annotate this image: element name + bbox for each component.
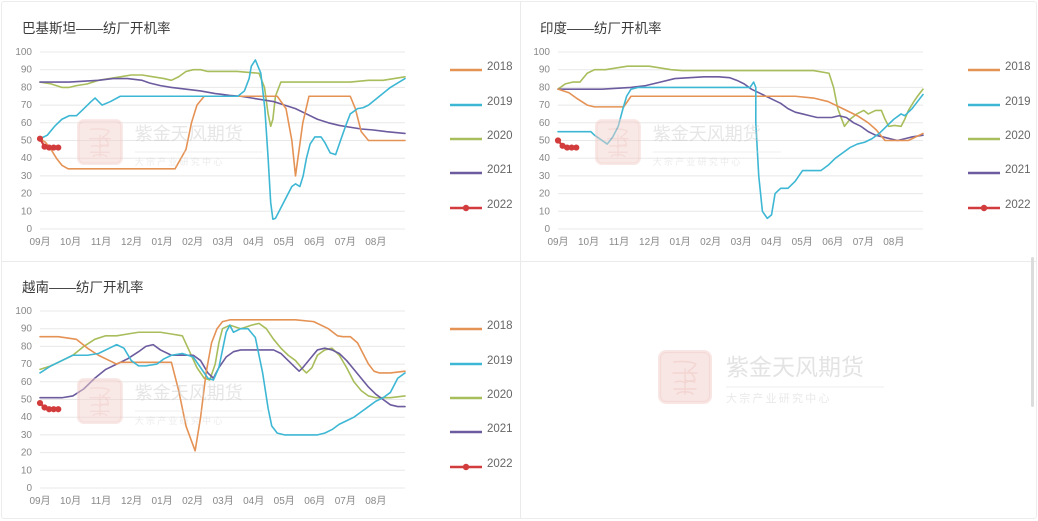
svg-text:07月: 07月 bbox=[335, 236, 356, 248]
svg-text:紫金天风期货: 紫金天风期货 bbox=[135, 383, 243, 403]
svg-text:06月: 06月 bbox=[304, 236, 325, 248]
svg-text:20: 20 bbox=[539, 189, 551, 200]
svg-text:90: 90 bbox=[21, 324, 33, 335]
svg-text:08月: 08月 bbox=[365, 236, 386, 248]
svg-text:06月: 06月 bbox=[822, 236, 843, 248]
svg-text:05月: 05月 bbox=[274, 495, 295, 507]
svg-text:11月: 11月 bbox=[91, 236, 111, 248]
svg-text:03月: 03月 bbox=[731, 236, 752, 248]
svg-text:30: 30 bbox=[539, 171, 551, 182]
svg-text:0: 0 bbox=[26, 483, 32, 494]
svg-text:紫金天风期货: 紫金天风期货 bbox=[653, 124, 761, 144]
svg-text:12月: 12月 bbox=[121, 495, 142, 507]
svg-text:08月: 08月 bbox=[883, 236, 904, 248]
svg-text:11月: 11月 bbox=[91, 495, 111, 507]
svg-text:0: 0 bbox=[544, 224, 550, 235]
svg-text:大宗产业研究中心: 大宗产业研究中心 bbox=[653, 156, 743, 167]
svg-text:01月: 01月 bbox=[670, 236, 691, 248]
svg-text:70: 70 bbox=[21, 100, 33, 111]
svg-text:60: 60 bbox=[539, 118, 551, 129]
svg-text:07月: 07月 bbox=[853, 236, 874, 248]
svg-text:100: 100 bbox=[15, 306, 32, 317]
svg-text:30: 30 bbox=[21, 430, 33, 441]
svg-text:11月: 11月 bbox=[609, 236, 629, 248]
svg-text:紫金天风期货: 紫金天风期货 bbox=[726, 354, 864, 380]
svg-text:02月: 02月 bbox=[182, 236, 203, 248]
svg-text:80: 80 bbox=[21, 341, 33, 352]
svg-text:40: 40 bbox=[21, 412, 33, 423]
svg-text:10月: 10月 bbox=[60, 236, 81, 248]
svg-text:大宗产业研究中心: 大宗产业研究中心 bbox=[135, 415, 225, 426]
svg-text:10: 10 bbox=[21, 206, 33, 217]
svg-text:80: 80 bbox=[539, 82, 551, 93]
svg-text:09月: 09月 bbox=[29, 495, 50, 507]
svg-text:02月: 02月 bbox=[182, 495, 203, 507]
svg-text:02月: 02月 bbox=[700, 236, 721, 248]
svg-text:03月: 03月 bbox=[213, 495, 234, 507]
svg-text:60: 60 bbox=[21, 118, 33, 129]
svg-text:05月: 05月 bbox=[792, 236, 813, 248]
svg-text:06月: 06月 bbox=[304, 495, 325, 507]
svg-text:20: 20 bbox=[21, 189, 33, 200]
svg-text:50: 50 bbox=[21, 395, 33, 406]
svg-text:20: 20 bbox=[21, 448, 33, 459]
svg-text:90: 90 bbox=[21, 65, 33, 76]
svg-text:40: 40 bbox=[21, 153, 33, 164]
svg-text:70: 70 bbox=[21, 359, 33, 370]
svg-text:60: 60 bbox=[21, 377, 33, 388]
svg-text:40: 40 bbox=[539, 153, 551, 164]
svg-text:大宗产业研究中心: 大宗产业研究中心 bbox=[135, 156, 225, 167]
svg-text:08月: 08月 bbox=[365, 495, 386, 507]
svg-text:07月: 07月 bbox=[335, 495, 356, 507]
svg-text:10月: 10月 bbox=[578, 236, 599, 248]
svg-text:09月: 09月 bbox=[547, 236, 568, 248]
svg-text:01月: 01月 bbox=[152, 236, 173, 248]
svg-text:10月: 10月 bbox=[60, 495, 81, 507]
svg-text:04月: 04月 bbox=[243, 495, 264, 507]
svg-text:03月: 03月 bbox=[213, 236, 234, 248]
svg-text:12月: 12月 bbox=[639, 236, 660, 248]
svg-text:80: 80 bbox=[21, 82, 33, 93]
svg-text:12月: 12月 bbox=[121, 236, 142, 248]
svg-text:50: 50 bbox=[539, 136, 551, 147]
svg-text:10: 10 bbox=[21, 465, 33, 476]
svg-text:09月: 09月 bbox=[29, 236, 50, 248]
svg-text:100: 100 bbox=[15, 47, 32, 58]
svg-text:04月: 04月 bbox=[243, 236, 264, 248]
svg-text:0: 0 bbox=[26, 224, 32, 235]
svg-text:50: 50 bbox=[21, 136, 33, 147]
svg-text:70: 70 bbox=[539, 100, 551, 111]
svg-text:大宗产业研究中心: 大宗产业研究中心 bbox=[726, 391, 832, 405]
svg-text:100: 100 bbox=[533, 47, 550, 58]
svg-text:90: 90 bbox=[539, 65, 551, 76]
svg-text:04月: 04月 bbox=[761, 236, 782, 248]
svg-text:30: 30 bbox=[21, 171, 33, 182]
svg-text:01月: 01月 bbox=[152, 495, 173, 507]
svg-text:10: 10 bbox=[539, 206, 551, 217]
svg-text:紫金天风期货: 紫金天风期货 bbox=[135, 124, 243, 144]
svg-text:05月: 05月 bbox=[274, 236, 295, 248]
